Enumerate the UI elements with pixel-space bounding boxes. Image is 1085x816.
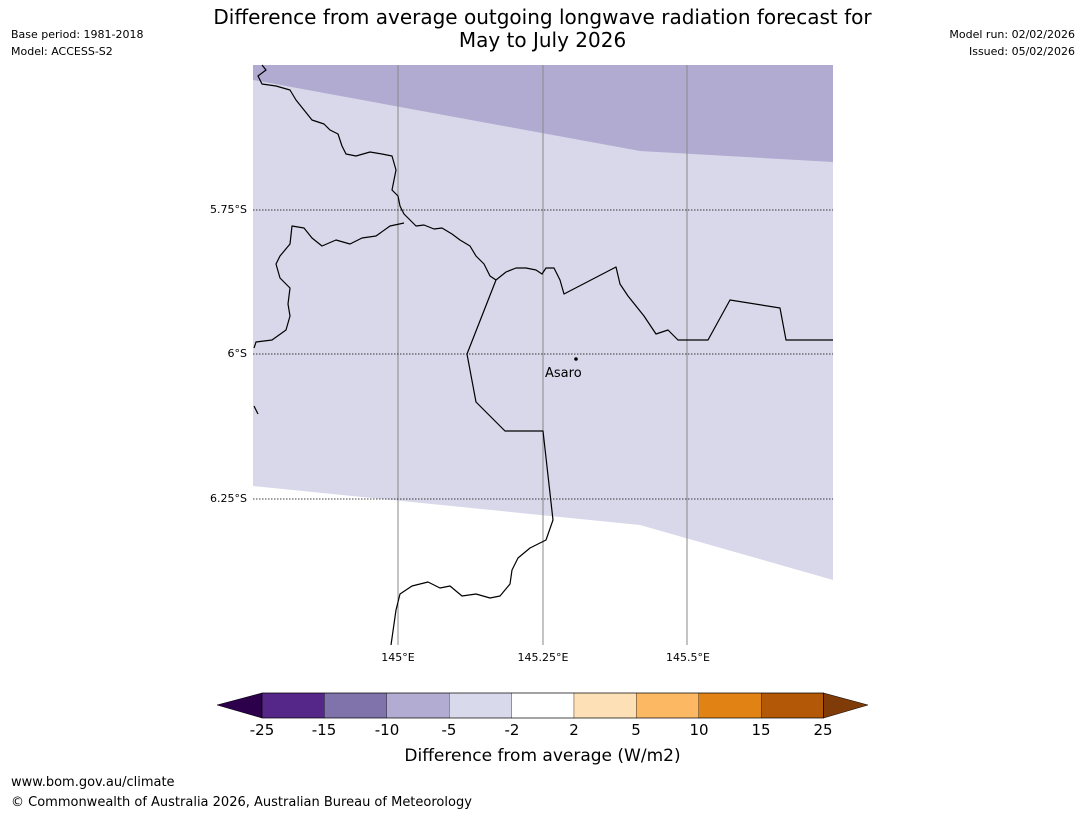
footer-url: www.bom.gov.au/climate <box>11 775 175 790</box>
lat-label-6: 6°S <box>227 347 247 360</box>
place-label: Asaro <box>545 366 582 381</box>
meta-left: Base period: 1981-2018 Model: ACCESS-S2 <box>11 26 143 60</box>
lon-label-145-25: 145.25°E <box>517 651 569 664</box>
colorbar-tick: -25 <box>249 721 275 739</box>
colorbar-tick: 2 <box>569 721 579 739</box>
colorbar-tick: 10 <box>689 721 709 739</box>
colorbar-bin-7 <box>636 692 699 719</box>
boundary-south <box>390 279 554 646</box>
issued-date: Issued: 05/02/2026 <box>968 45 1075 58</box>
colorbar-outline <box>261 692 824 719</box>
colorbar-bin-9 <box>761 692 824 719</box>
colorbar-tick: -5 <box>441 721 457 739</box>
base-period: Base period: 1981-2018 <box>11 28 144 41</box>
title-line-1: Difference from average outgoing longwav… <box>213 5 872 29</box>
colorbar-min-arrow <box>216 692 263 719</box>
colorbar-bin-5 <box>511 692 575 719</box>
colorbar-bin-8 <box>698 692 762 719</box>
colorbar-bin-3 <box>386 692 450 719</box>
page-title: Difference from average outgoing longwav… <box>0 6 1085 52</box>
lat-label-6-25: 6.25°S <box>210 492 247 505</box>
place-marker <box>574 357 578 361</box>
boundary-north <box>257 64 497 281</box>
lon-label-145-5: 145.5°E <box>666 651 710 664</box>
colorbar-bin-6 <box>573 692 637 719</box>
boundary-west <box>253 222 405 349</box>
colorbar-bin-1 <box>261 692 325 719</box>
map <box>253 64 833 646</box>
colorbar-tick: 5 <box>631 721 641 739</box>
colorbar-tick: -10 <box>374 721 400 739</box>
meta-right: Model run: 02/02/2026 Issued: 05/02/2026 <box>949 26 1075 60</box>
boundary-fragment <box>253 405 259 415</box>
colorbar-tick: 25 <box>813 721 833 739</box>
model-name: Model: ACCESS-S2 <box>11 45 113 58</box>
colorbar-tick: -2 <box>504 721 520 739</box>
title-line-2: May to July 2026 <box>458 28 627 52</box>
colorbar-max-arrow <box>823 692 869 719</box>
colorbar-tick: 15 <box>751 721 771 739</box>
footer-copyright: © Commonwealth of Australia 2026, Austra… <box>11 795 472 810</box>
lon-label-145: 145°E <box>381 651 415 664</box>
colorbar-bin-2 <box>324 692 387 719</box>
colorbar-label: Difference from average (W/m2) <box>404 746 681 766</box>
colorbar-tick: -15 <box>311 721 337 739</box>
boundary-east <box>495 266 833 341</box>
model-run: Model run: 02/02/2026 <box>949 28 1075 41</box>
colorbar-bin-4 <box>449 692 512 719</box>
lat-label-5-75: 5.75°S <box>210 203 247 216</box>
